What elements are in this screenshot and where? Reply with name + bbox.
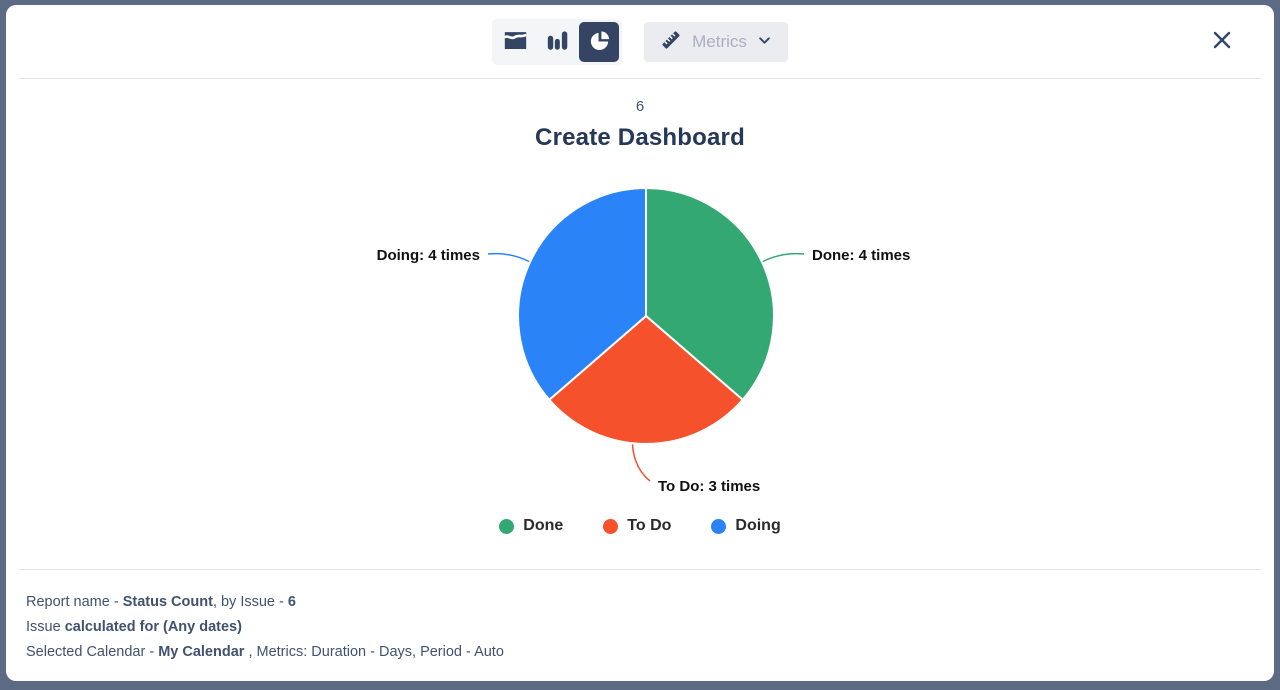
chart-type-area-button[interactable] — [495, 22, 535, 62]
callout-line-done — [762, 252, 805, 263]
close-icon — [1210, 28, 1234, 55]
modal-header: Metrics — [6, 5, 1274, 78]
chart-title: Create Dashboard — [535, 124, 745, 151]
callout-label-done: Done: 4 times — [812, 247, 910, 264]
pie-chart-icon — [588, 29, 611, 55]
pie-slice-to-do[interactable] — [548, 315, 744, 445]
pie-chart: Done: 4 times To Do: 3 times Doing: 4 time… — [377, 187, 910, 495]
legend-item-doing[interactable]: Doing — [711, 517, 781, 535]
chart-type-bar-button[interactable] — [537, 22, 577, 62]
legend-dot-todo — [603, 518, 619, 534]
footer-divider — [19, 569, 1261, 570]
legend-label-done: Done — [523, 517, 564, 534]
footer-line-selected-calendar: Selected Calendar - My Calendar , Metric… — [26, 644, 504, 660]
metrics-label: Metrics — [692, 31, 747, 51]
metrics-dropdown[interactable]: Metrics — [644, 21, 788, 62]
header-divider — [19, 78, 1261, 79]
report-modal: Metrics 6 Create Dashboard Done: 4 times… — [6, 5, 1274, 681]
close-button[interactable] — [1206, 26, 1238, 58]
legend-dot-doing — [711, 518, 727, 534]
chart-type-selector — [492, 18, 623, 65]
issue-count: 6 — [635, 98, 645, 115]
bar-chart-icon — [544, 27, 570, 56]
footer-line-calculated-for: Issue calculated for (Any dates) — [26, 619, 242, 635]
legend-label-doing: Doing — [735, 517, 781, 534]
chart-legend: Done To Do Doing — [6, 517, 1274, 535]
callout-line-to-do — [631, 444, 651, 482]
chevron-down-icon — [757, 33, 772, 51]
legend-item-todo[interactable]: To Do — [603, 517, 671, 535]
ruler-icon — [660, 29, 682, 54]
pie-slice-done[interactable] — [645, 187, 775, 401]
pie-slice-doing[interactable] — [517, 187, 647, 401]
chart-type-pie-button[interactable] — [579, 21, 620, 62]
legend-dot-done — [499, 518, 515, 534]
footer-line-report-name: Report name - Status Count, by Issue - 6 — [26, 594, 296, 610]
callout-label-doing: Doing: 4 times — [377, 247, 480, 264]
callout-label-to-do: To Do: 3 times — [658, 478, 760, 495]
legend-item-done[interactable]: Done — [499, 517, 563, 535]
report-footer: Report name - Status Count, by Issue - 6… — [6, 569, 1274, 681]
legend-label-todo: To Do — [627, 517, 672, 534]
callout-line-doing — [487, 252, 530, 263]
area-chart-icon — [502, 27, 529, 57]
